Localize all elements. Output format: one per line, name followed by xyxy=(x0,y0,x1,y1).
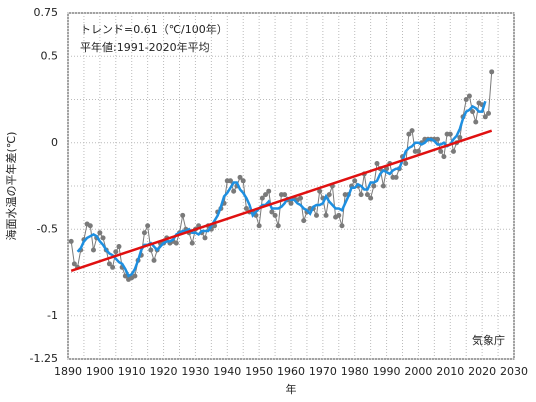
data-point xyxy=(374,161,380,167)
trend-annotation: トレンド=0.61（℃/100年） xyxy=(80,22,228,36)
data-point xyxy=(364,192,370,198)
data-point xyxy=(393,174,399,180)
x-tick-label: 1980 xyxy=(341,365,369,378)
y-tick-label: -1 xyxy=(47,309,58,322)
x-tick-label: 1990 xyxy=(373,365,401,378)
x-tick-label: 1930 xyxy=(181,365,209,378)
data-point xyxy=(447,131,453,137)
series-line xyxy=(76,100,487,278)
data-point xyxy=(371,183,377,189)
data-point xyxy=(352,178,358,184)
data-point xyxy=(282,192,288,198)
data-point xyxy=(240,178,246,184)
series-line xyxy=(70,129,493,272)
y-tick-label: -0.5 xyxy=(37,222,58,235)
data-point xyxy=(189,240,195,246)
data-point xyxy=(110,264,116,270)
source-annotation: 気象庁 xyxy=(472,333,505,347)
data-point xyxy=(116,244,122,250)
data-point xyxy=(409,128,415,134)
data-point xyxy=(202,235,208,241)
data-point xyxy=(403,161,409,167)
data-point xyxy=(457,135,463,141)
data-point xyxy=(231,188,237,194)
data-point xyxy=(256,223,262,229)
series-line xyxy=(70,71,493,281)
data-point xyxy=(323,212,329,218)
data-point xyxy=(71,261,77,267)
data-point xyxy=(384,166,390,172)
x-tick-label: 1910 xyxy=(118,365,146,378)
data-point xyxy=(380,183,386,189)
data-point xyxy=(339,223,345,229)
data-point xyxy=(441,154,447,160)
data-point xyxy=(298,195,304,201)
data-point xyxy=(237,174,243,180)
data-point xyxy=(148,247,154,253)
x-tick-label: 2020 xyxy=(468,365,496,378)
data-point xyxy=(438,148,444,154)
data-point xyxy=(463,97,469,102)
data-point xyxy=(313,212,319,218)
data-point xyxy=(132,273,138,279)
y-tick-label: 0.5 xyxy=(41,49,59,62)
y-axis-label: 海面水温の平年差(℃) xyxy=(4,132,18,241)
x-tick-label: 2030 xyxy=(500,365,528,378)
data-point xyxy=(317,188,323,194)
data-point xyxy=(100,235,106,241)
data-point xyxy=(243,205,249,211)
x-tick-label: 1970 xyxy=(309,365,337,378)
y-tick-label: 0.75 xyxy=(34,6,59,19)
data-point xyxy=(259,195,265,201)
data-point xyxy=(450,148,456,154)
data-point xyxy=(473,119,479,125)
data-point xyxy=(486,110,492,116)
data-point xyxy=(151,257,157,263)
data-point xyxy=(266,188,272,194)
data-point xyxy=(113,249,119,255)
x-tick-label: 2000 xyxy=(404,365,432,378)
data-point xyxy=(482,114,488,120)
data-point xyxy=(336,212,342,218)
data-point xyxy=(466,93,472,99)
data-point xyxy=(141,230,147,236)
data-point xyxy=(288,200,294,206)
data-point xyxy=(90,247,96,253)
x-axis-label: 年 xyxy=(286,382,297,396)
data-point xyxy=(358,192,364,198)
data-point xyxy=(263,192,269,198)
data-point xyxy=(227,178,233,184)
data-point xyxy=(435,136,441,142)
normal-annotation: 平年値:1991-2020年平均 xyxy=(80,40,210,54)
x-tick-label: 2010 xyxy=(436,365,464,378)
data-point xyxy=(180,212,186,218)
data-point xyxy=(406,131,412,137)
data-point xyxy=(275,223,281,229)
data-point xyxy=(272,212,278,218)
x-tick-label: 1920 xyxy=(150,365,178,378)
data-point xyxy=(301,218,307,224)
data-point xyxy=(68,238,74,244)
data-point xyxy=(415,148,421,154)
data-point xyxy=(269,209,275,215)
x-tick-label: 1890 xyxy=(54,365,82,378)
data-point xyxy=(97,230,103,236)
y-tick-label: 0 xyxy=(51,136,58,149)
data-point xyxy=(87,223,93,229)
x-tick-label: 1960 xyxy=(277,365,305,378)
data-point xyxy=(368,195,374,201)
data-point xyxy=(470,109,476,115)
x-tick-label: 1900 xyxy=(86,365,114,378)
x-tick-label: 1950 xyxy=(245,365,273,378)
data-point xyxy=(106,261,112,267)
x-tick-label: 1940 xyxy=(213,365,241,378)
data-point xyxy=(489,69,495,75)
data-point xyxy=(173,240,179,246)
data-point xyxy=(145,223,151,229)
y-tick-label: -1.25 xyxy=(30,352,58,365)
data-point xyxy=(326,192,332,198)
